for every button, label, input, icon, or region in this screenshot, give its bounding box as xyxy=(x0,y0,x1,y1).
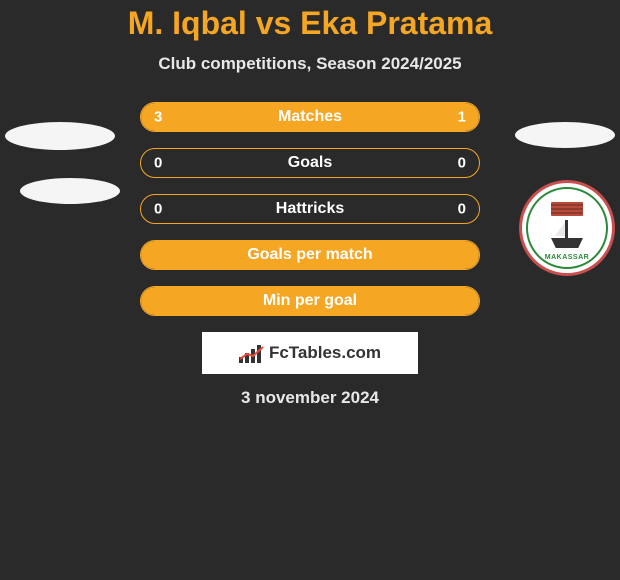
stat-label: Hattricks xyxy=(276,200,344,218)
stat-row: Goals per match xyxy=(140,240,480,270)
page-subtitle: Club competitions, Season 2024/2025 xyxy=(0,54,620,74)
stat-row: Min per goal xyxy=(140,286,480,316)
stat-bar-left-fill xyxy=(141,103,395,131)
date-text: 3 november 2024 xyxy=(0,388,620,408)
attribution-text: FcTables.com xyxy=(269,343,381,363)
stat-value-right: 0 xyxy=(458,155,466,172)
stat-label: Goals per match xyxy=(247,246,372,264)
club-badge-psm: MAKASSAR xyxy=(519,180,615,276)
attribution-box: FcTables.com xyxy=(202,332,418,374)
stat-value-right: 0 xyxy=(458,201,466,218)
stat-label: Min per goal xyxy=(263,292,357,310)
player-left-avatar-placeholder xyxy=(5,122,115,150)
chart-icon xyxy=(239,343,265,363)
stat-row: 3 1 Matches xyxy=(140,102,480,132)
stat-row: 0 0 Goals xyxy=(140,148,480,178)
stat-label: Matches xyxy=(278,108,342,126)
player-right-avatar-placeholder xyxy=(515,122,615,148)
club-badge-ship-icon xyxy=(547,220,587,248)
stat-bar-right-fill xyxy=(395,103,480,131)
stat-value-right: 1 xyxy=(458,109,466,126)
stat-label: Goals xyxy=(288,154,332,172)
club-badge-text: MAKASSAR xyxy=(545,254,589,261)
player-left-club-placeholder xyxy=(20,178,120,204)
stat-row: 0 0 Hattricks xyxy=(140,194,480,224)
stat-value-left: 0 xyxy=(154,155,162,172)
club-badge-wall-icon xyxy=(551,202,583,216)
stat-value-left: 3 xyxy=(154,109,162,126)
comparison-card: M. Iqbal vs Eka Pratama Club competition… xyxy=(0,0,620,408)
page-title: M. Iqbal vs Eka Pratama xyxy=(0,5,620,42)
club-badge-inner-ring: MAKASSAR xyxy=(526,187,608,269)
stat-value-left: 0 xyxy=(154,201,162,218)
